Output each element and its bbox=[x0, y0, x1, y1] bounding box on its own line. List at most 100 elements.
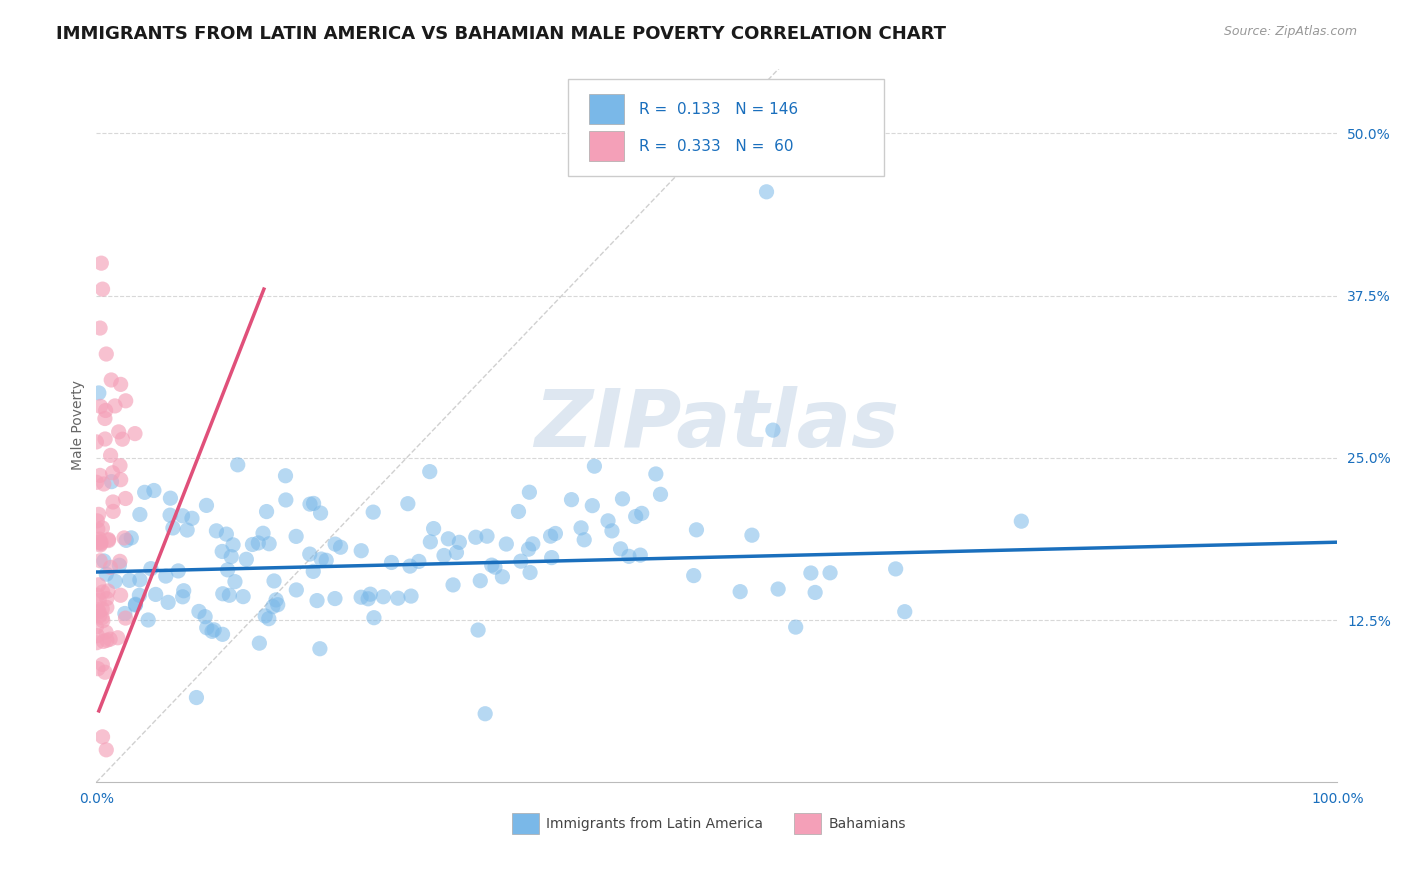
Point bbox=[800, 566, 823, 580]
Point bbox=[90, 536, 112, 550]
Point bbox=[114, 393, 136, 408]
Point bbox=[90, 400, 112, 414]
Point bbox=[159, 491, 181, 506]
Point bbox=[94, 665, 117, 680]
Point bbox=[87, 386, 110, 401]
Point bbox=[89, 532, 111, 546]
Point bbox=[519, 485, 541, 500]
Point bbox=[323, 591, 346, 606]
Point bbox=[108, 558, 131, 573]
Point bbox=[650, 487, 672, 501]
Point bbox=[264, 593, 287, 607]
Point bbox=[195, 621, 218, 635]
Point bbox=[357, 591, 380, 606]
Point bbox=[120, 531, 142, 545]
Point bbox=[254, 609, 277, 624]
Point bbox=[247, 636, 270, 650]
Point bbox=[87, 605, 110, 619]
Point bbox=[96, 743, 118, 757]
Point bbox=[222, 538, 245, 552]
Text: Source: ZipAtlas.com: Source: ZipAtlas.com bbox=[1223, 25, 1357, 38]
Point bbox=[91, 657, 114, 672]
Point bbox=[94, 625, 117, 640]
Point bbox=[97, 533, 120, 548]
Point bbox=[762, 423, 785, 437]
Point bbox=[97, 533, 120, 547]
Point bbox=[157, 595, 180, 609]
Point bbox=[315, 553, 337, 567]
Point bbox=[274, 493, 297, 508]
Point bbox=[470, 574, 492, 588]
Point bbox=[540, 529, 562, 543]
Point bbox=[309, 552, 332, 566]
Point bbox=[93, 634, 115, 648]
Point bbox=[309, 641, 332, 656]
Point bbox=[100, 373, 122, 387]
Point bbox=[172, 508, 194, 523]
Point bbox=[100, 449, 122, 463]
Point bbox=[804, 585, 827, 599]
Point bbox=[90, 535, 112, 549]
Point bbox=[437, 532, 460, 546]
Point bbox=[124, 597, 146, 611]
Point bbox=[90, 256, 112, 270]
Point bbox=[89, 554, 111, 568]
Point bbox=[114, 607, 136, 621]
Point bbox=[91, 521, 114, 535]
Point bbox=[91, 282, 114, 296]
Point bbox=[544, 526, 567, 541]
Point bbox=[114, 611, 136, 625]
Bar bbox=[794, 813, 821, 834]
Point bbox=[446, 545, 468, 559]
Bar bbox=[589, 95, 624, 124]
Point bbox=[87, 535, 110, 549]
Point bbox=[211, 627, 233, 641]
Point bbox=[298, 547, 321, 561]
Point bbox=[94, 403, 117, 417]
Point bbox=[173, 583, 195, 598]
Point bbox=[94, 432, 117, 446]
Text: Bahamians: Bahamians bbox=[828, 817, 905, 830]
Point bbox=[884, 562, 907, 576]
Point bbox=[257, 612, 280, 626]
Point bbox=[96, 347, 118, 361]
Point bbox=[441, 578, 464, 592]
Point bbox=[361, 505, 384, 519]
Point bbox=[449, 535, 471, 549]
Text: R =  0.133   N = 146: R = 0.133 N = 146 bbox=[638, 102, 797, 117]
Point bbox=[96, 567, 118, 582]
Point bbox=[574, 533, 596, 547]
Point bbox=[232, 590, 254, 604]
Point bbox=[224, 574, 246, 589]
Point bbox=[363, 610, 385, 624]
Point bbox=[373, 590, 395, 604]
Point bbox=[128, 573, 150, 587]
Point bbox=[399, 559, 422, 574]
Point bbox=[89, 468, 111, 483]
Text: IMMIGRANTS FROM LATIN AMERICA VS BAHAMIAN MALE POVERTY CORRELATION CHART: IMMIGRANTS FROM LATIN AMERICA VS BAHAMIA… bbox=[56, 25, 946, 43]
Point bbox=[108, 458, 131, 473]
Text: R =  0.333   N =  60: R = 0.333 N = 60 bbox=[638, 139, 793, 153]
Y-axis label: Male Poverty: Male Poverty bbox=[72, 380, 86, 470]
Point bbox=[97, 584, 120, 599]
Point bbox=[86, 434, 108, 449]
Point bbox=[107, 425, 129, 439]
Point bbox=[93, 554, 115, 568]
Point bbox=[596, 514, 619, 528]
Point bbox=[96, 600, 118, 615]
Point bbox=[569, 521, 592, 535]
Point bbox=[474, 706, 496, 721]
Point bbox=[86, 475, 108, 490]
Bar bbox=[512, 813, 540, 834]
Point bbox=[508, 504, 530, 518]
Point bbox=[89, 321, 111, 335]
Point bbox=[96, 591, 118, 606]
Point bbox=[893, 605, 915, 619]
Point bbox=[464, 530, 486, 544]
Point bbox=[155, 569, 177, 583]
Point bbox=[104, 399, 127, 413]
Point bbox=[110, 377, 132, 392]
Point bbox=[766, 582, 789, 596]
Point bbox=[484, 560, 506, 574]
Point bbox=[167, 564, 190, 578]
